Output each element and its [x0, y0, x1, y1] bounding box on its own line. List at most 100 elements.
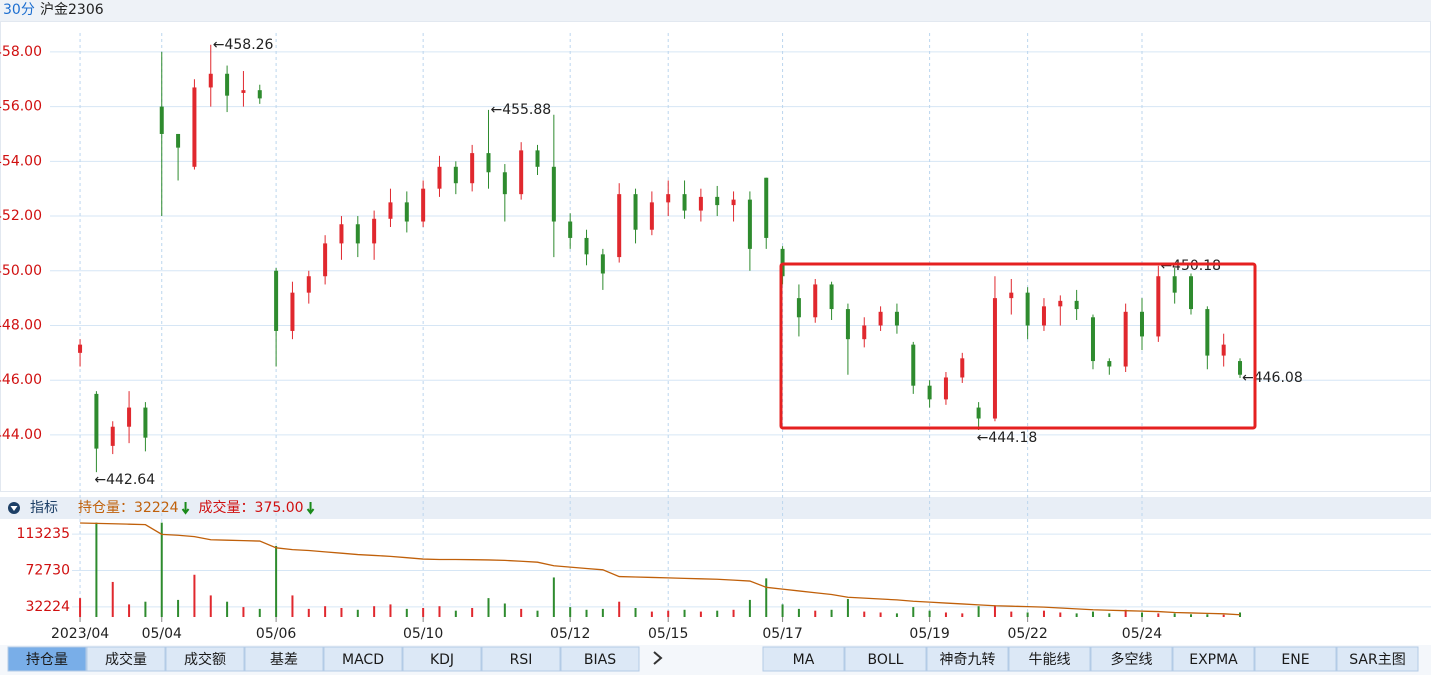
candle-body [78, 344, 83, 353]
candle-body [911, 344, 916, 386]
tab[interactable] [165, 646, 245, 672]
candle-body [176, 133, 181, 148]
extreme-label: ←444.18 [977, 430, 1038, 446]
tab-label[interactable]: 神奇九转 [940, 651, 996, 668]
candle-body [649, 202, 654, 230]
y-tick-label: 446.00 [0, 372, 42, 388]
candle-body [829, 284, 834, 310]
volume-bar [863, 611, 866, 617]
volume-bar [1239, 612, 1242, 617]
tab[interactable] [402, 646, 482, 672]
volume-bar [928, 610, 931, 617]
indicator-bar [0, 497, 1431, 519]
x-tick-label: 05/22 [1007, 626, 1047, 642]
candle-body [159, 106, 164, 134]
y-tick-label: 456.00 [0, 99, 42, 115]
candle-body [1090, 317, 1095, 362]
candle-body [633, 194, 638, 230]
tab-label[interactable]: 基差 [270, 651, 298, 668]
volume-bar [569, 607, 572, 617]
tab[interactable] [1172, 646, 1255, 672]
tab[interactable] [560, 646, 640, 672]
candle-body [1041, 306, 1046, 326]
collapse-arrow [10, 506, 18, 511]
tab-label[interactable]: BOLL [868, 652, 904, 668]
volume-bar [830, 609, 833, 617]
volume-bar [144, 601, 147, 617]
candle-body [1139, 311, 1144, 337]
candle-body [486, 153, 491, 173]
tab-label[interactable]: SAR主图 [1349, 652, 1405, 668]
volume-bar [258, 608, 261, 617]
tab[interactable] [762, 646, 845, 672]
tab-label[interactable]: 成交额 [184, 651, 226, 668]
indicator-title: 指标 [30, 500, 58, 516]
candle-body [878, 311, 883, 326]
tab-label[interactable]: RSI [510, 652, 533, 668]
tab[interactable] [1336, 646, 1419, 672]
volume-bar [193, 574, 196, 617]
more-tabs[interactable] [653, 651, 663, 665]
volume-bar [732, 609, 735, 617]
volume-bar [814, 610, 817, 617]
volume-bar [1157, 613, 1160, 617]
volume-bar [1173, 613, 1176, 617]
tab-label[interactable]: BIAS [584, 652, 616, 668]
tab-label[interactable]: EXPMA [1189, 652, 1238, 668]
candle-body [1238, 361, 1243, 375]
volume-bar [879, 612, 882, 617]
tab-label[interactable]: KDJ [430, 652, 454, 668]
x-tick-label: 05/24 [1122, 626, 1162, 642]
volume-bar [1222, 614, 1225, 617]
candle-body [1074, 300, 1079, 310]
tab[interactable] [244, 646, 324, 672]
candle-body [208, 73, 213, 88]
volume-bar [340, 607, 343, 617]
open-interest-line [80, 522, 1241, 616]
tab-label[interactable]: MA [793, 652, 815, 668]
y-tick-label: 454.00 [0, 153, 42, 169]
volume-bar [683, 609, 686, 617]
tab[interactable] [844, 646, 927, 672]
volume-bar [487, 598, 490, 617]
candle-body [796, 298, 801, 318]
candle-body [470, 153, 475, 184]
tab[interactable] [323, 646, 403, 672]
tab-label[interactable]: ENE [1281, 652, 1309, 668]
candle-body [698, 196, 703, 211]
candle-body [617, 194, 622, 258]
tab[interactable] [1090, 646, 1173, 672]
tab[interactable] [86, 646, 166, 672]
volume-bar [520, 608, 523, 617]
period: 30分 [3, 2, 35, 18]
readout-label: 持仓量： [78, 500, 134, 516]
candle-body [1025, 292, 1030, 326]
candle-body [1205, 309, 1210, 356]
tab-label[interactable]: 牛能线 [1029, 652, 1071, 668]
volume-bar [961, 613, 964, 617]
tab[interactable] [481, 646, 561, 672]
candle-body [257, 90, 262, 99]
volume-bar [275, 546, 278, 617]
y-tick-label: 458.00 [0, 44, 42, 60]
tab-label[interactable]: 持仓量 [26, 652, 68, 668]
volume-bar [389, 604, 392, 617]
candle-body [551, 166, 556, 222]
readout-value: 32224 [134, 500, 179, 516]
tab-label[interactable]: 多空线 [1111, 651, 1153, 668]
volume-bar [993, 605, 996, 617]
candle-body [225, 73, 230, 96]
tab[interactable] [1254, 646, 1337, 672]
tab[interactable] [7, 646, 87, 672]
tab[interactable] [926, 646, 1009, 672]
candle-body [992, 298, 997, 419]
candle-body [127, 407, 132, 427]
volume-bar [634, 607, 637, 617]
y-tick-label: 444.00 [0, 427, 42, 443]
tab-label[interactable]: 成交量 [105, 651, 147, 668]
volume-bar [1124, 609, 1127, 617]
tab-label[interactable]: MACD [342, 652, 384, 668]
candle-body [584, 237, 589, 255]
tab[interactable] [1008, 646, 1091, 672]
candle-body [1221, 344, 1226, 356]
